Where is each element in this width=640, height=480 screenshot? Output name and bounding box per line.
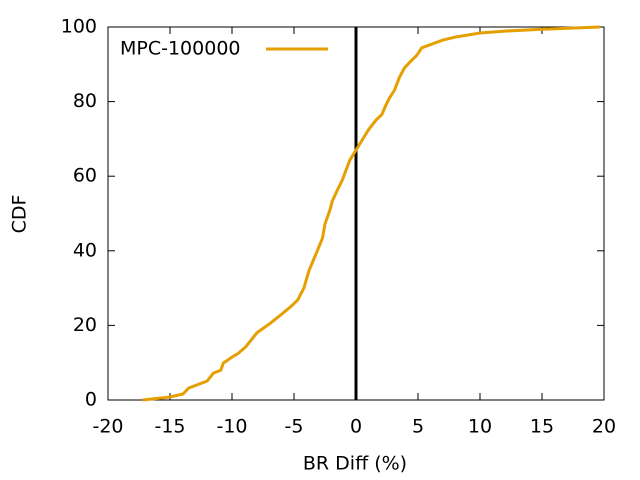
y-tick-label: 20 (73, 314, 97, 336)
x-tick-label: 5 (412, 416, 424, 438)
x-tick-label: 15 (530, 416, 554, 438)
x-tick-label: 0 (350, 416, 362, 438)
x-tick-label: -5 (285, 416, 304, 438)
y-axis-label: CDF (9, 195, 31, 234)
x-tick-label: -15 (154, 416, 185, 438)
y-tick-label: 40 (73, 239, 97, 261)
y-tick-label: 80 (73, 90, 97, 112)
x-tick-label: 10 (468, 416, 492, 438)
x-axis-label: BR Diff (%) (303, 453, 407, 475)
y-tick-label: 100 (61, 16, 97, 38)
x-tick-label: -20 (92, 416, 123, 438)
legend-label: MPC-100000 (120, 38, 241, 60)
y-tick-label: 60 (73, 165, 97, 187)
data-line (142, 25, 601, 402)
x-tick-label: -10 (216, 416, 247, 438)
x-tick-label: 20 (592, 416, 616, 438)
y-tick-label: 0 (85, 389, 97, 411)
